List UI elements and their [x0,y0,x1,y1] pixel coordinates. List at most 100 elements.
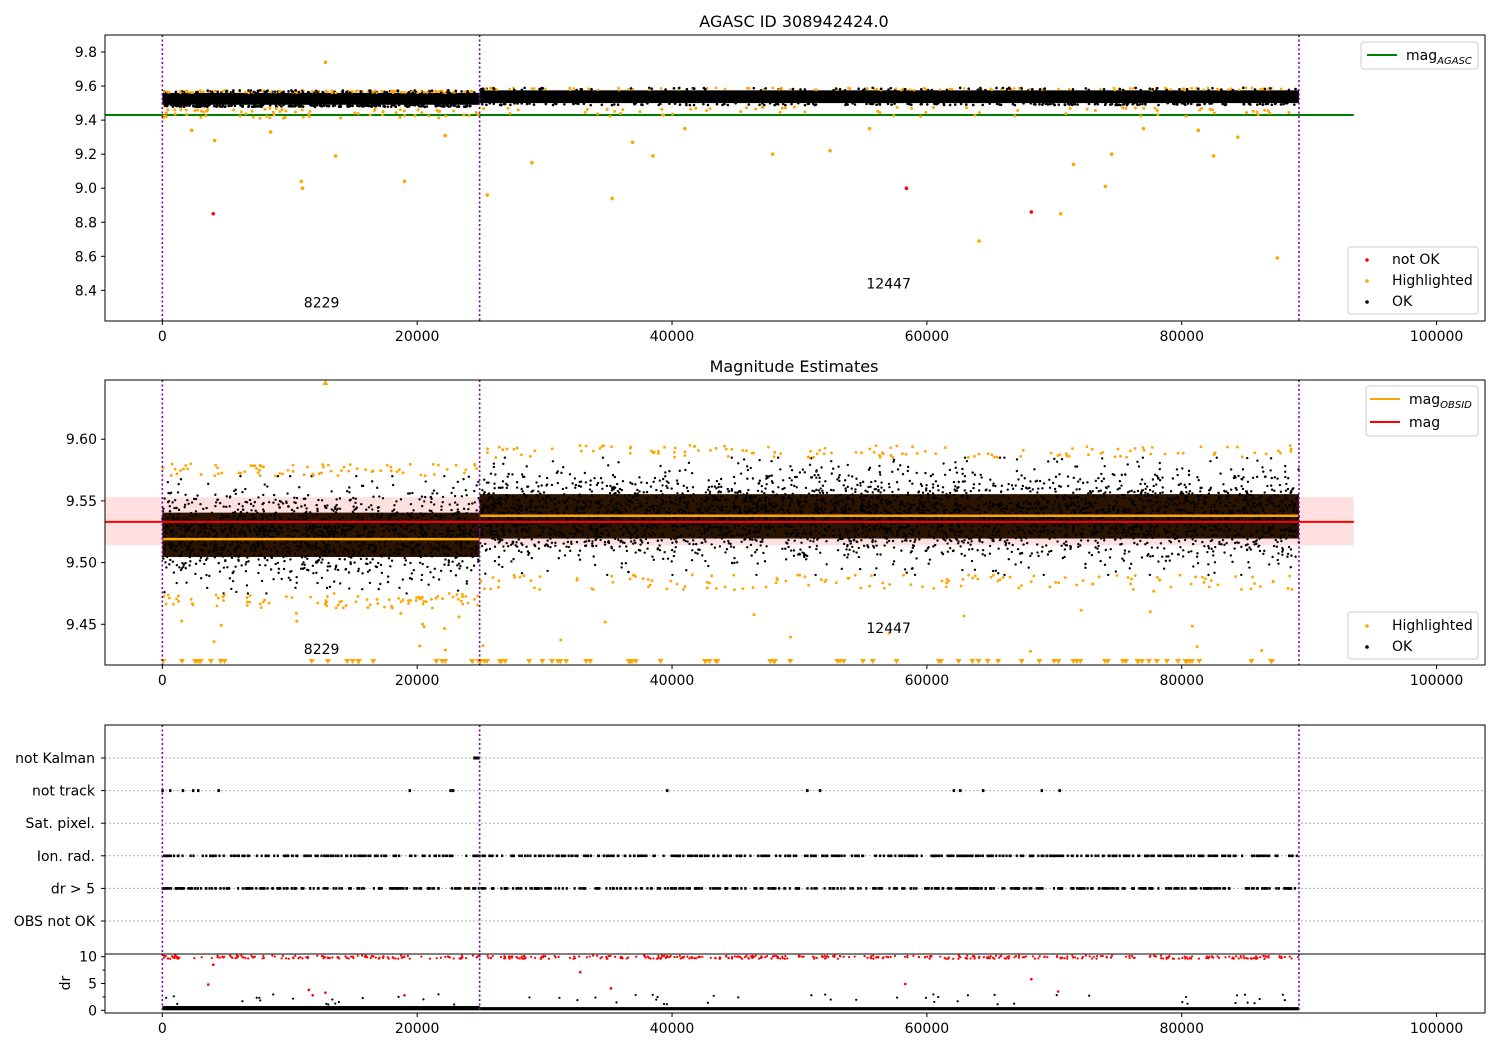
ok-point [176,491,180,494]
ok-point [838,535,842,538]
ok-point [180,545,184,548]
ok-point [425,105,429,108]
ok-point [315,571,318,575]
ok-point [773,530,777,533]
ok-point [195,105,199,109]
ok-point [678,103,682,106]
ok-point [270,549,273,552]
ok-point [1152,529,1156,532]
highlighted-point [263,107,267,111]
ok-point [163,104,167,107]
ok-point [1063,523,1067,526]
ok-point [686,540,689,543]
ok-point [557,534,561,537]
ok-point [429,571,432,574]
ok-point [1096,547,1099,550]
ok-point [267,501,271,504]
ok-point [841,537,844,541]
ok-point [184,530,187,534]
ok-point [416,91,419,95]
ok-point [924,489,928,492]
ok-point [462,477,465,481]
ok-point [537,490,540,493]
ok-point [205,527,208,530]
highlighted-point [268,106,272,110]
ok-point [380,555,383,558]
ok-point [1191,542,1195,546]
ok-point [436,104,439,108]
ok-point [294,540,298,544]
ok-point [175,581,178,585]
ok-point [267,518,270,522]
ok-point [306,554,309,557]
ok-point [878,103,882,106]
ok-point [1047,460,1050,463]
ok-point [189,550,193,553]
ok-point [1233,547,1236,550]
ok-point [1291,502,1295,506]
ok-point [501,565,504,569]
highlighted-point [910,106,914,110]
ok-point [685,569,688,572]
ok-point [1228,501,1232,504]
ok-point [756,562,759,565]
ok-point [918,499,921,502]
ok-point [750,554,753,557]
ok-point [676,482,679,485]
ok-point [1292,487,1295,490]
ok-point [368,568,371,572]
ok-point [342,524,345,527]
ok-point [734,101,737,105]
ok-point [274,562,277,566]
ok-point [1071,527,1075,531]
ok-point [235,590,238,594]
ok-point [286,550,289,553]
ok-point [1023,535,1026,539]
ok-point [441,495,445,499]
ok-point [680,524,684,528]
ok-point [971,547,974,551]
ok-point [166,500,170,504]
ok-point [967,87,970,91]
ok-point [273,517,277,520]
ok-point [336,568,340,572]
ok-point [1286,477,1290,480]
ok-point [981,540,984,544]
ok-point [232,570,235,573]
ok-point [1123,497,1126,500]
ok-point [335,503,338,507]
ok-point [927,500,930,503]
ok-point [212,529,216,532]
ok-point [718,545,722,548]
ok-point [204,522,208,526]
ok-point [1244,86,1248,90]
ok-point [771,86,775,90]
highlighted-point [290,596,294,599]
ok-point [612,549,616,552]
ok-point [515,481,519,484]
ok-point [732,546,736,549]
ok-point [1210,101,1213,105]
ok-point [1287,545,1291,549]
highlighted-point [329,469,333,473]
ok-point [373,104,377,108]
ok-point [953,530,956,533]
ok-point [522,524,526,527]
ok-point [354,540,358,544]
ok-point [720,537,724,540]
legend-label-mag-agasc: magAGASC [1406,48,1472,67]
ok-point [389,549,392,552]
ok-point [875,567,878,570]
ok-point [664,517,667,520]
ok-point [632,542,635,545]
ok-point [392,552,396,555]
ok-point [1058,473,1061,476]
highlighted-point [1184,114,1188,118]
ok-point [306,90,310,94]
ok-point [222,515,225,518]
ok-point [306,557,309,560]
ok-point [427,542,430,545]
ok-point [959,504,962,508]
ok-point [675,479,679,482]
ok-point [1187,550,1190,554]
